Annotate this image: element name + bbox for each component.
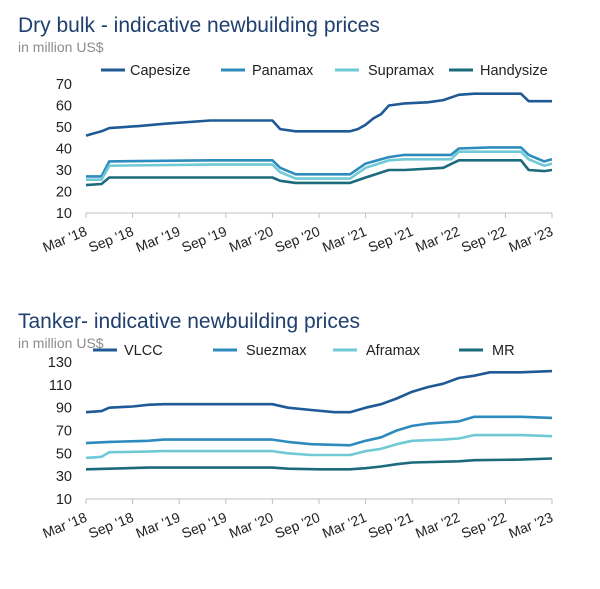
y-tick-label: 30 xyxy=(56,163,72,179)
dry-bulk-chart: Dry bulk - indicative newbuilding prices… xyxy=(0,0,600,290)
legend-label: VLCC xyxy=(124,343,163,359)
y-tick-label: 60 xyxy=(56,99,72,115)
legend-label: Aframax xyxy=(366,343,421,359)
series-line-capesize xyxy=(85,92,552,137)
series-line-handysize xyxy=(85,159,553,187)
legend-label: Suezmax xyxy=(246,343,307,359)
legend-label: Capesize xyxy=(130,63,190,79)
y-tick-label: 20 xyxy=(56,185,72,201)
legend-label: MR xyxy=(492,343,515,359)
x-tick-label: Mar '20 xyxy=(227,223,276,255)
dry-bulk-plot: Capesize Panamax Supramax Handysize 10 20 30 40… xyxy=(40,63,555,256)
y-tick-label: 70 xyxy=(56,424,72,440)
x-tick-label: Sep '22 xyxy=(459,509,509,542)
y-tick-label: 70 xyxy=(56,77,72,93)
y-tick-label: 40 xyxy=(56,142,72,158)
chart-subtitle: in million US$ xyxy=(18,39,104,55)
x-tick-label: Sep '21 xyxy=(366,223,416,256)
y-tick-label: 30 xyxy=(56,469,72,485)
y-tick-label: 90 xyxy=(56,401,72,417)
x-tick-label: Mar '22 xyxy=(413,223,462,255)
legend-label: Handysize xyxy=(480,63,548,79)
series-line-supramax xyxy=(86,150,553,181)
chart-subtitle: in million US$ xyxy=(18,335,104,351)
legend-label: Supramax xyxy=(368,63,435,79)
x-tick-label: Mar '22 xyxy=(413,509,462,541)
x-tick-label: Mar '21 xyxy=(320,223,369,255)
x-tick-label: Sep '20 xyxy=(273,509,323,542)
x-tick-label: Sep '19 xyxy=(179,223,229,256)
series-line-vlcc xyxy=(85,369,553,414)
x-tick-label: Sep '21 xyxy=(366,509,416,542)
y-tick-label: 130 xyxy=(48,355,72,371)
y-tick-label: 10 xyxy=(56,206,72,222)
chart-title: Dry bulk - indicative newbuilding prices xyxy=(18,14,380,37)
x-tick-label: Mar '21 xyxy=(320,509,369,541)
series-line-aframax xyxy=(85,433,553,460)
x-tick-label: Mar '20 xyxy=(227,509,276,541)
x-tick-label: Sep '18 xyxy=(86,223,136,256)
y-tick-label: 110 xyxy=(49,378,72,394)
y-tick-label: 10 xyxy=(56,492,72,508)
series-line-suezmax xyxy=(85,415,553,447)
x-tick-label: Mar '19 xyxy=(133,509,182,541)
tanker-plot: VLCC Suezmax Aframax MR 10 30 50 70 90 110 130 Mar … xyxy=(40,343,555,542)
x-tick-label: Sep '18 xyxy=(86,509,136,542)
legend-label: Panamax xyxy=(252,63,314,79)
y-tick-label: 50 xyxy=(56,446,72,462)
x-tick-label: Mar '18 xyxy=(40,509,89,541)
series-line-panamax xyxy=(86,146,553,178)
x-tick-label: Sep '19 xyxy=(179,509,229,542)
x-tick-label: Mar '19 xyxy=(133,223,182,255)
x-tick-label: Sep '20 xyxy=(273,223,323,256)
x-tick-label: Sep '22 xyxy=(459,223,509,256)
tanker-chart: Tanker- indicative newbuilding prices in… xyxy=(0,296,600,589)
y-tick-label: 50 xyxy=(56,120,72,136)
chart-title: Tanker- indicative newbuilding prices xyxy=(18,310,361,333)
series-line-mr xyxy=(85,457,553,471)
x-tick-label: Mar '23 xyxy=(506,509,555,541)
x-tick-label: Mar '18 xyxy=(40,223,89,255)
x-tick-label: Mar '23 xyxy=(506,223,555,255)
